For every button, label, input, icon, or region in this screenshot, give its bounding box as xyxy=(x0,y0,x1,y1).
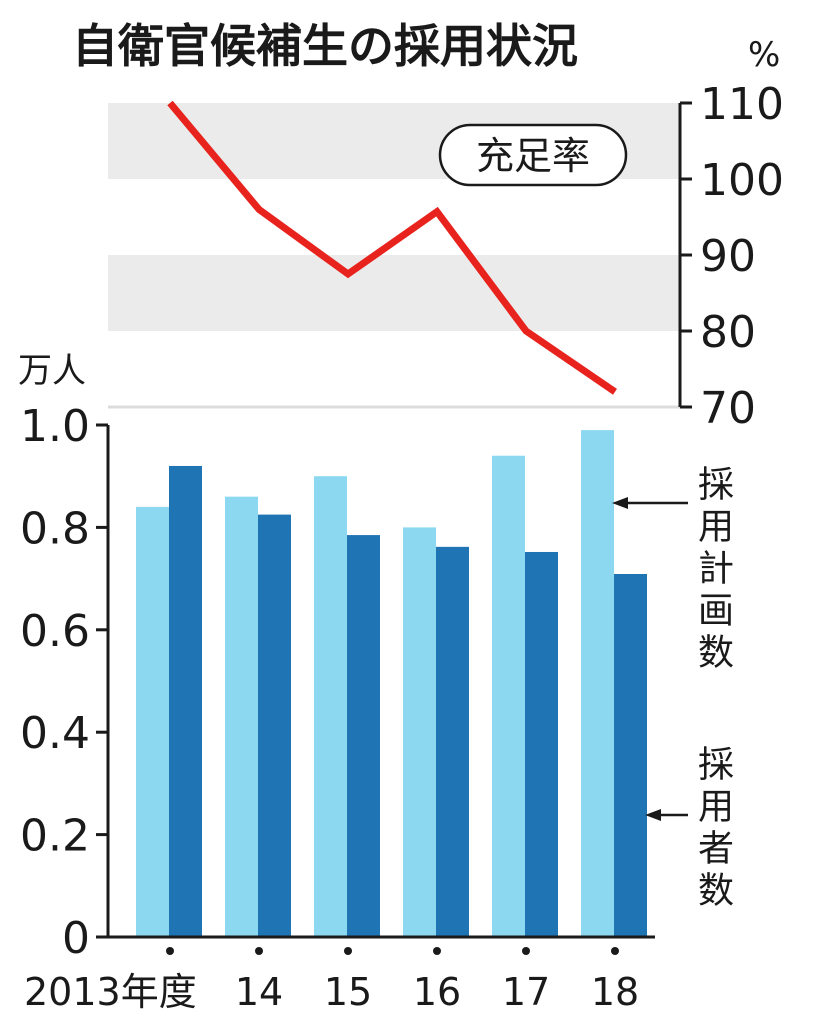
line-y-tick-label: 70 xyxy=(700,383,756,434)
bars xyxy=(136,430,647,937)
bar-hired-14 xyxy=(258,514,291,937)
x-tick-dot xyxy=(255,947,263,955)
x-labels: 2013年度 14 15 16 17 18 xyxy=(24,947,639,1014)
x-tick-label: 17 xyxy=(502,970,550,1014)
x-tick-label: 18 xyxy=(591,970,639,1014)
bar-y-tick-label: 0.6 xyxy=(20,606,90,657)
legend-fill-rate-label: 充足率 xyxy=(476,134,590,178)
x-tick-label: 16 xyxy=(413,970,461,1014)
bar-y-tick-label: 0.4 xyxy=(20,708,90,759)
bar-hired-18 xyxy=(614,573,647,937)
bar-plan-18 xyxy=(581,430,614,937)
line-y-ticks: 110 100 90 80 70 xyxy=(680,79,784,434)
label-hired-text: 採用者数 xyxy=(692,745,733,913)
line-y-tick-label: 80 xyxy=(700,307,756,358)
chart-title: 自衛官候補生の採用状況 xyxy=(72,19,578,73)
bar-y-unit: 万人 xyxy=(18,351,86,391)
x-tick-dot xyxy=(166,947,174,955)
bar-y-ticks: 1.0 0.8 0.6 0.4 0.2 0 xyxy=(20,401,108,964)
bar-plan-15 xyxy=(314,476,347,937)
fill-rate-line xyxy=(167,100,617,395)
line-y-tick-label: 110 xyxy=(700,79,784,130)
bar-y-tick-label: 1.0 xyxy=(20,401,90,452)
line-y-tick-label: 100 xyxy=(700,155,784,206)
shaded-band xyxy=(108,255,680,331)
line-y-tick-label: 90 xyxy=(700,231,756,282)
bar-y-tick-label: 0 xyxy=(62,913,90,964)
x-tick-dot xyxy=(522,947,530,955)
x-tick-dot xyxy=(344,947,352,955)
bar-plan-17 xyxy=(492,455,525,937)
bar-hired-15 xyxy=(347,535,380,937)
legend-fill-rate: 充足率 xyxy=(438,123,628,187)
label-hired-arrow xyxy=(645,809,688,821)
bar-plan-14 xyxy=(225,496,258,937)
label-plan-arrow xyxy=(612,497,688,509)
x-tick-label: 15 xyxy=(324,970,372,1014)
bar-plan-16 xyxy=(403,527,436,937)
x-tick-label: 2013年度 xyxy=(24,970,197,1014)
line-y-unit: % xyxy=(748,35,780,75)
bar-plan-2013年度 xyxy=(136,506,169,937)
label-plan-text: 採用計画数 xyxy=(692,465,733,675)
bar-y-tick-label: 0.2 xyxy=(20,811,90,862)
bar-hired-17 xyxy=(525,551,558,937)
bar-hired-16 xyxy=(436,546,469,937)
bar-hired-2013年度 xyxy=(169,465,202,937)
x-tick-dot xyxy=(611,947,619,955)
x-tick-label: 14 xyxy=(235,970,283,1014)
bar-y-tick-label: 0.8 xyxy=(20,503,90,554)
x-tick-dot xyxy=(433,947,441,955)
